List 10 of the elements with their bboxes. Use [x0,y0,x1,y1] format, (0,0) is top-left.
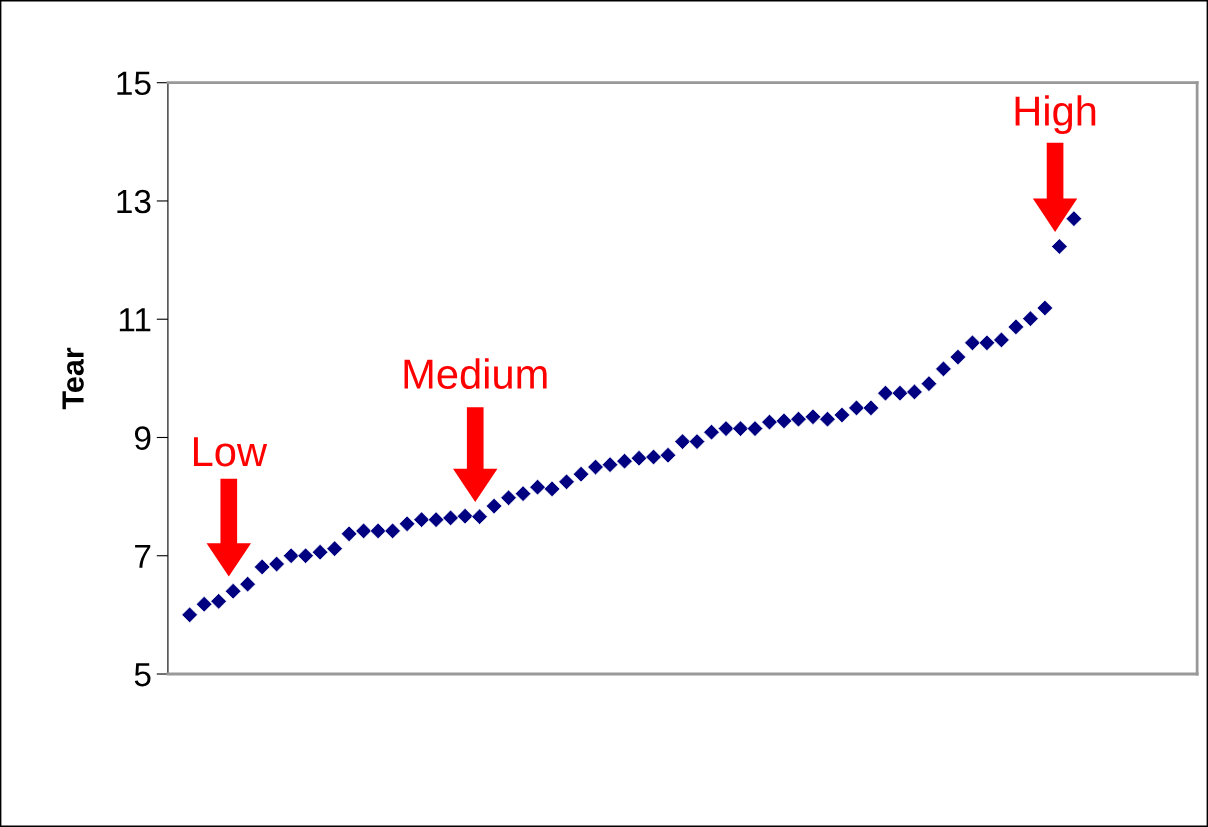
y-tick-label: 5 [134,663,151,687]
y-tick-label: 11 [119,308,151,332]
annotation: Low [194,437,268,467]
y-tick-label: 7 [135,544,151,568]
y-axis-title: Tear [62,347,84,410]
y-tick-label: 9 [134,426,151,450]
annotation: Medium [404,358,547,389]
y-tick-label: 13 [117,189,151,214]
y-tick-label: 15 [117,71,151,96]
annotation: High [1015,95,1096,135]
